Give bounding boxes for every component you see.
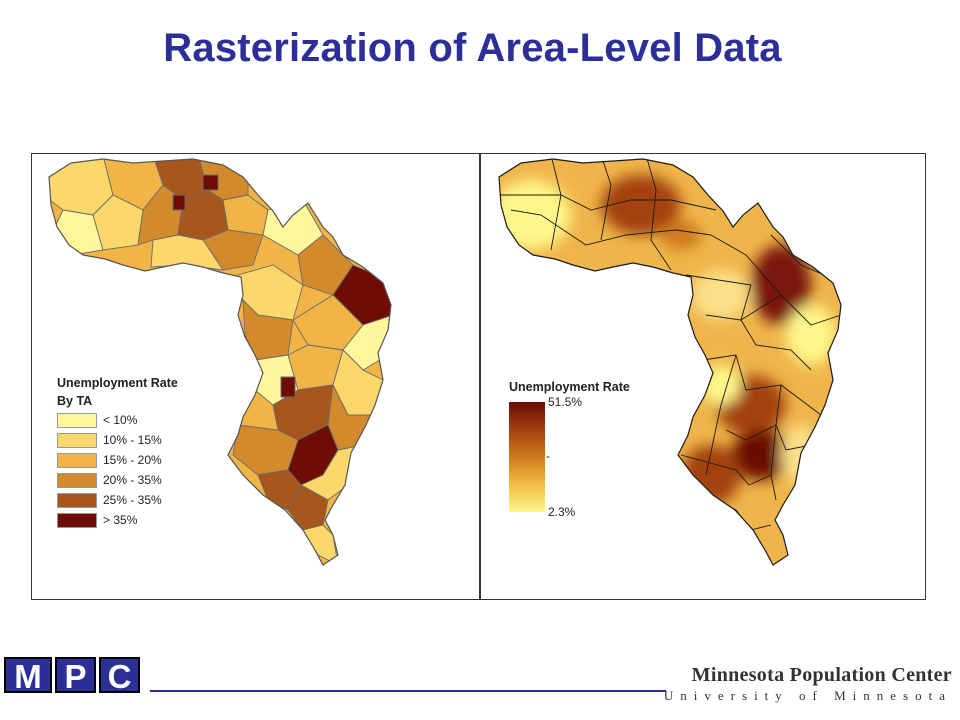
ramp-min-label: 2.3% <box>548 505 576 519</box>
legend-title-line1: Unemployment Rate <box>57 376 178 390</box>
slide-title: Rasterization of Area-Level Data <box>163 26 782 70</box>
legend-label: > 35% <box>103 513 138 527</box>
right-raster-map <box>498 158 842 566</box>
legend-label: < 10% <box>103 413 138 427</box>
legend-row: 10% - 15% <box>57 430 178 450</box>
legend-label: 10% - 15% <box>103 433 162 447</box>
footer-rule <box>150 690 666 692</box>
legend-swatch <box>57 472 97 488</box>
legend-label: 20% - 35% <box>103 473 162 487</box>
legend-class-list: < 10% 10% - 15% 15% - 20% 20% - 35% 25% - 35… <box>57 410 178 530</box>
logo-letter-p: P <box>55 657 96 695</box>
legend-swatch <box>57 492 97 508</box>
left-legend: Unemployment Rate By TA < 10% 10% - 15% 15… <box>57 372 182 532</box>
panel-divider <box>479 153 481 600</box>
org-name: Minnesota Population Center <box>691 664 952 686</box>
org-block: Minnesota Population Center University o… <box>664 664 952 704</box>
legend-title-line2: By TA <box>57 394 93 408</box>
legend-label: 25% - 35% <box>103 493 162 507</box>
mpc-logo: M P C <box>4 657 140 695</box>
legend-swatch <box>57 412 97 428</box>
legend-row: > 35% <box>57 510 178 530</box>
legend-row: 15% - 20% <box>57 450 178 470</box>
logo-letter-c: C <box>99 657 140 695</box>
legend-row: 25% - 35% <box>57 490 178 510</box>
legend-swatch <box>57 432 97 448</box>
legend-swatch <box>57 452 97 468</box>
legend-label: 15% - 20% <box>103 453 162 467</box>
legend-swatch <box>57 512 97 528</box>
legend-row: < 10% <box>57 410 178 430</box>
right-legend: Unemployment Rate <box>509 378 630 396</box>
org-subtitle: University of Minnesota <box>663 688 952 703</box>
color-ramp <box>509 402 545 512</box>
legend-row: 20% - 35% <box>57 470 178 490</box>
ramp-mid-tick: - <box>546 449 550 463</box>
ramp-max-label: 51.5% <box>548 395 583 409</box>
logo-letter-m: M <box>4 657 52 695</box>
ramp-legend-title: Unemployment Rate <box>509 380 630 394</box>
